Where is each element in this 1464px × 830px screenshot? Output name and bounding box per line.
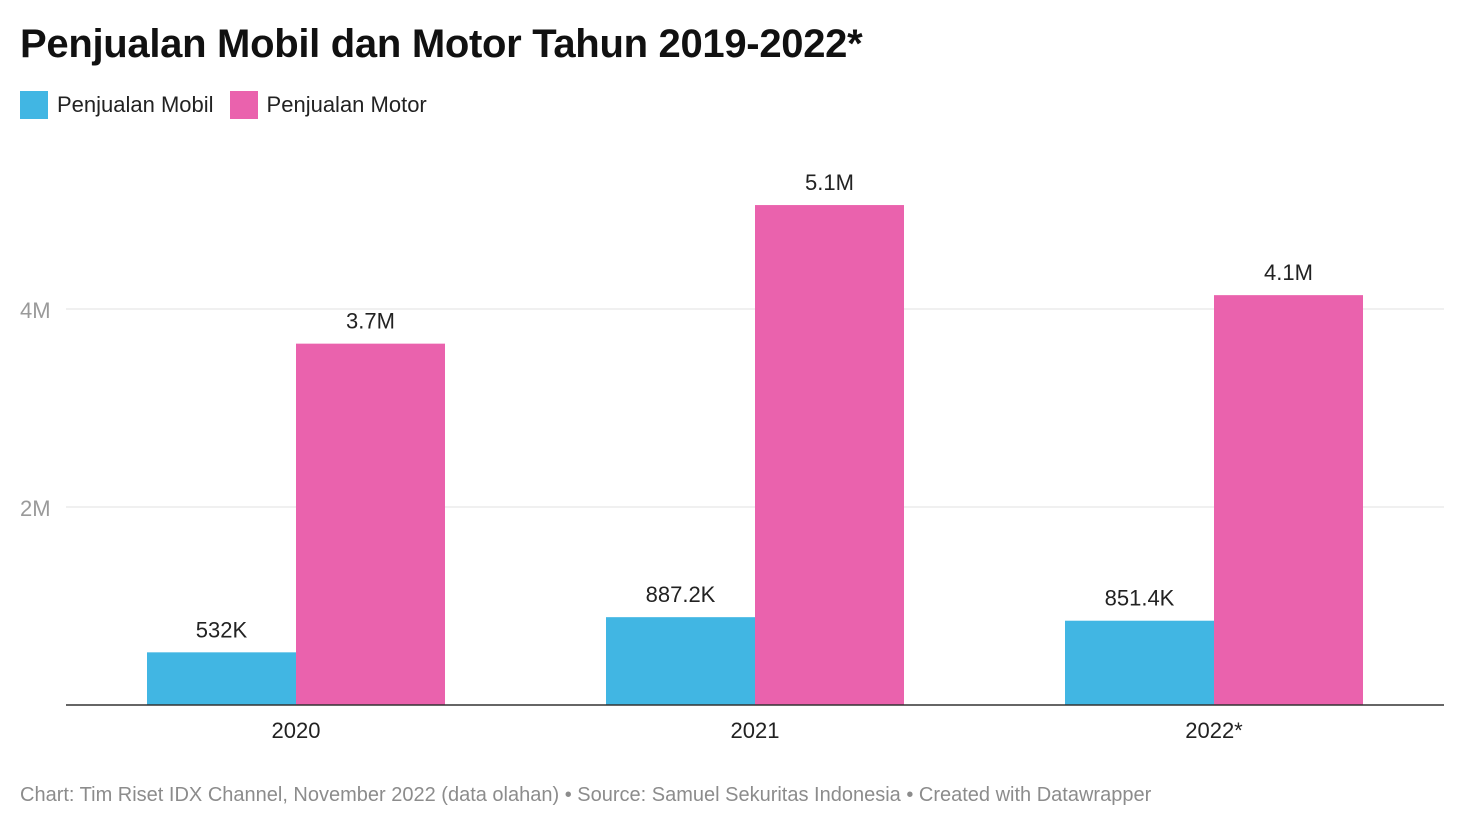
x-tick-label-2022: 2022* bbox=[1185, 718, 1243, 743]
bar-mobil-2020 bbox=[147, 652, 296, 705]
data-label-mobil-2022: 851.4K bbox=[1105, 586, 1175, 611]
data-label-motor-2022: 4.1M bbox=[1264, 260, 1313, 285]
chart-title: Penjualan Mobil dan Motor Tahun 2019-202… bbox=[20, 22, 863, 66]
chart-footer: Chart: Tim Riset IDX Channel, November 2… bbox=[20, 784, 1152, 806]
legend-swatch-mobil bbox=[20, 91, 48, 119]
y-tick-label-2m: 2M bbox=[20, 496, 51, 521]
data-label-mobil-2020: 532K bbox=[196, 617, 248, 642]
x-tick-label-2021: 2021 bbox=[731, 718, 780, 743]
legend-item-mobil: Penjualan Mobil bbox=[20, 91, 214, 119]
bar-motor-2020 bbox=[296, 343, 445, 705]
chart-legend: Penjualan Mobil Penjualan Motor bbox=[20, 91, 443, 119]
legend-label-motor: Penjualan Motor bbox=[266, 92, 427, 117]
bar-mobil-2021 bbox=[606, 617, 755, 705]
data-label-motor-2021: 5.1M bbox=[805, 170, 854, 195]
data-label-mobil-2021: 887.2K bbox=[646, 582, 716, 607]
legend-label-mobil: Penjualan Mobil bbox=[57, 92, 214, 117]
legend-swatch-motor bbox=[229, 91, 258, 119]
bar-mobil-2022 bbox=[1065, 620, 1214, 705]
legend-item-motor: Penjualan Motor bbox=[229, 91, 427, 119]
bar-motor-2022 bbox=[1214, 295, 1363, 705]
x-tick-label-2020: 2020 bbox=[272, 718, 321, 743]
y-tick-label-4m: 4M bbox=[20, 298, 51, 323]
bar-motor-2021 bbox=[755, 205, 904, 706]
data-label-motor-2020: 3.7M bbox=[346, 309, 395, 334]
